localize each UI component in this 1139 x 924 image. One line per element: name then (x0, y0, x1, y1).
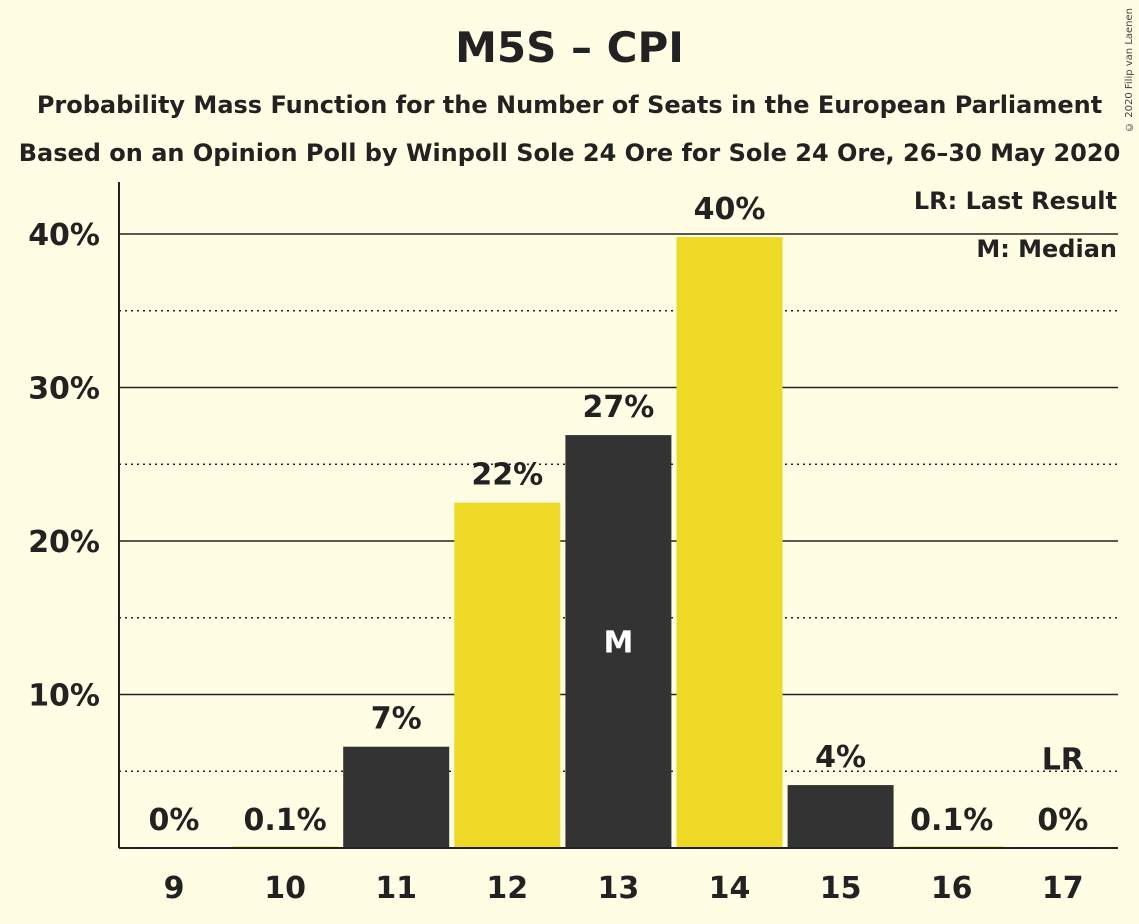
x-tick-label: 17 (1042, 871, 1084, 906)
x-tick-label: 14 (709, 871, 751, 906)
x-tick-label: 10 (264, 871, 306, 906)
y-tick-label: 20% (28, 525, 100, 560)
value-label-11: 7% (371, 702, 422, 737)
y-tick-label: 30% (28, 372, 100, 407)
bar-11 (343, 746, 450, 848)
bar-15 (787, 785, 894, 848)
value-label-12: 22% (471, 458, 543, 493)
x-tick-label: 11 (375, 871, 417, 906)
chart-subtitle-1: Probability Mass Function for the Number… (36, 91, 1103, 119)
last-result-marker: LR (1042, 742, 1084, 777)
y-tick-label: 40% (28, 218, 100, 253)
value-label-13: 27% (582, 390, 654, 425)
value-labels: 0% 0.1% 7% 22% 27% M 40% 4% 0.1% 0% LR (149, 192, 1089, 838)
x-tick-label: 16 (931, 871, 973, 906)
x-tick-label: 9 (164, 871, 185, 906)
bars (232, 237, 1005, 848)
value-label-15: 4% (815, 740, 866, 775)
x-tick-label: 13 (598, 871, 640, 906)
median-marker: M (603, 626, 633, 661)
x-tick-label: 15 (820, 871, 862, 906)
bar-13 (565, 435, 672, 848)
legend-median: M: Median (976, 235, 1117, 263)
value-label-9: 0% (149, 803, 200, 838)
y-tick-label: 10% (28, 679, 100, 714)
legend-last-result: LR: Last Result (914, 187, 1117, 215)
bar-12 (454, 502, 561, 848)
bar-14 (676, 237, 783, 848)
value-label-10: 0.1% (243, 803, 326, 838)
chart-subtitle-2: Based on an Opinion Poll by Winpoll Sole… (18, 139, 1121, 167)
value-label-14: 40% (694, 192, 766, 227)
axes: 10% 20% 30% 40% 9 10 11 12 13 14 15 16 17 (28, 182, 1118, 906)
chart-title: M5S – CPI (455, 23, 684, 72)
value-label-17: 0% (1037, 803, 1088, 838)
x-tick-label: 12 (486, 871, 528, 906)
value-label-16: 0.1% (910, 803, 993, 838)
